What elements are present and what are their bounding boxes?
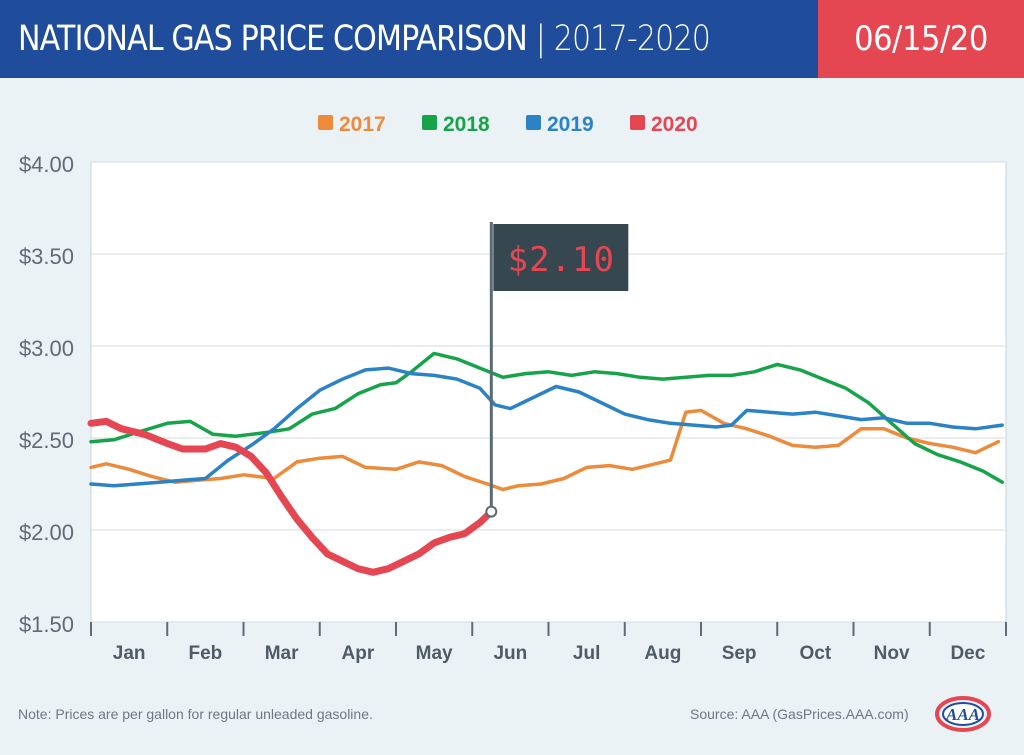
legend-swatch-2020 <box>630 115 645 130</box>
legend-label-2018: 2018 <box>443 113 490 136</box>
title-separator: | <box>535 19 546 59</box>
y-tick-label: $3.50 <box>19 244 74 269</box>
legend-label-2020: 2020 <box>651 113 698 136</box>
flag-value-label: $2.10 <box>508 240 615 280</box>
legend-label-2019: 2019 <box>547 113 594 136</box>
x-tick-label: Dec <box>950 643 985 664</box>
y-tick-label: $1.50 <box>19 612 74 637</box>
flag-marker-dot <box>485 505 498 518</box>
flag-panel <box>493 224 629 291</box>
x-tick-label: Feb <box>188 643 222 664</box>
footer-source: Source: AAA (GasPrices.AAA.com) <box>690 706 909 722</box>
x-tick-label: Oct <box>800 643 832 664</box>
legend-label-2017: 2017 <box>339 113 386 136</box>
x-tick-label: Jan <box>113 643 146 664</box>
y-tick-label: $4.00 <box>19 152 74 177</box>
y-tick-label: $3.00 <box>19 336 74 361</box>
legend-swatch-2018 <box>422 115 437 130</box>
header-bar: NATIONAL GAS PRICE COMPARISON | 2017-202… <box>0 0 1024 78</box>
title-main: NATIONAL GAS PRICE COMPARISON <box>18 19 528 59</box>
title-years: 2017-2020 <box>553 19 711 59</box>
legend-swatch-2017 <box>318 115 333 130</box>
legend: 2017 2018 2019 2020 <box>318 113 698 136</box>
date-badge: 06/15/20 <box>818 0 1024 78</box>
x-tick-label: Apr <box>342 643 375 664</box>
series-line-2018 <box>89 351 1004 484</box>
logo-text: AAA <box>945 705 980 724</box>
series-line-2020 <box>87 417 495 576</box>
x-tick-label: Aug <box>644 643 681 664</box>
x-tick-label: Nov <box>874 643 910 664</box>
legend-swatch-2019 <box>526 115 541 130</box>
date-text: 06/15/20 <box>854 19 988 59</box>
y-tick-label: $2.00 <box>19 520 74 545</box>
series-line-2017 <box>89 408 1001 492</box>
y-tick-label: $2.50 <box>19 428 74 453</box>
x-tick-label: Mar <box>265 643 299 664</box>
footer-note: Note: Prices are per gallon for regular … <box>18 706 373 722</box>
x-tick-label: May <box>416 643 453 664</box>
series-line-2019 <box>89 366 1004 488</box>
x-tick-label: Sep <box>722 643 757 664</box>
x-tick-label: Jun <box>493 643 527 664</box>
x-tick-label: Jul <box>573 643 600 664</box>
aaa-logo-icon: AAA <box>935 696 991 732</box>
page-title: NATIONAL GAS PRICE COMPARISON | 2017-202… <box>18 12 711 66</box>
